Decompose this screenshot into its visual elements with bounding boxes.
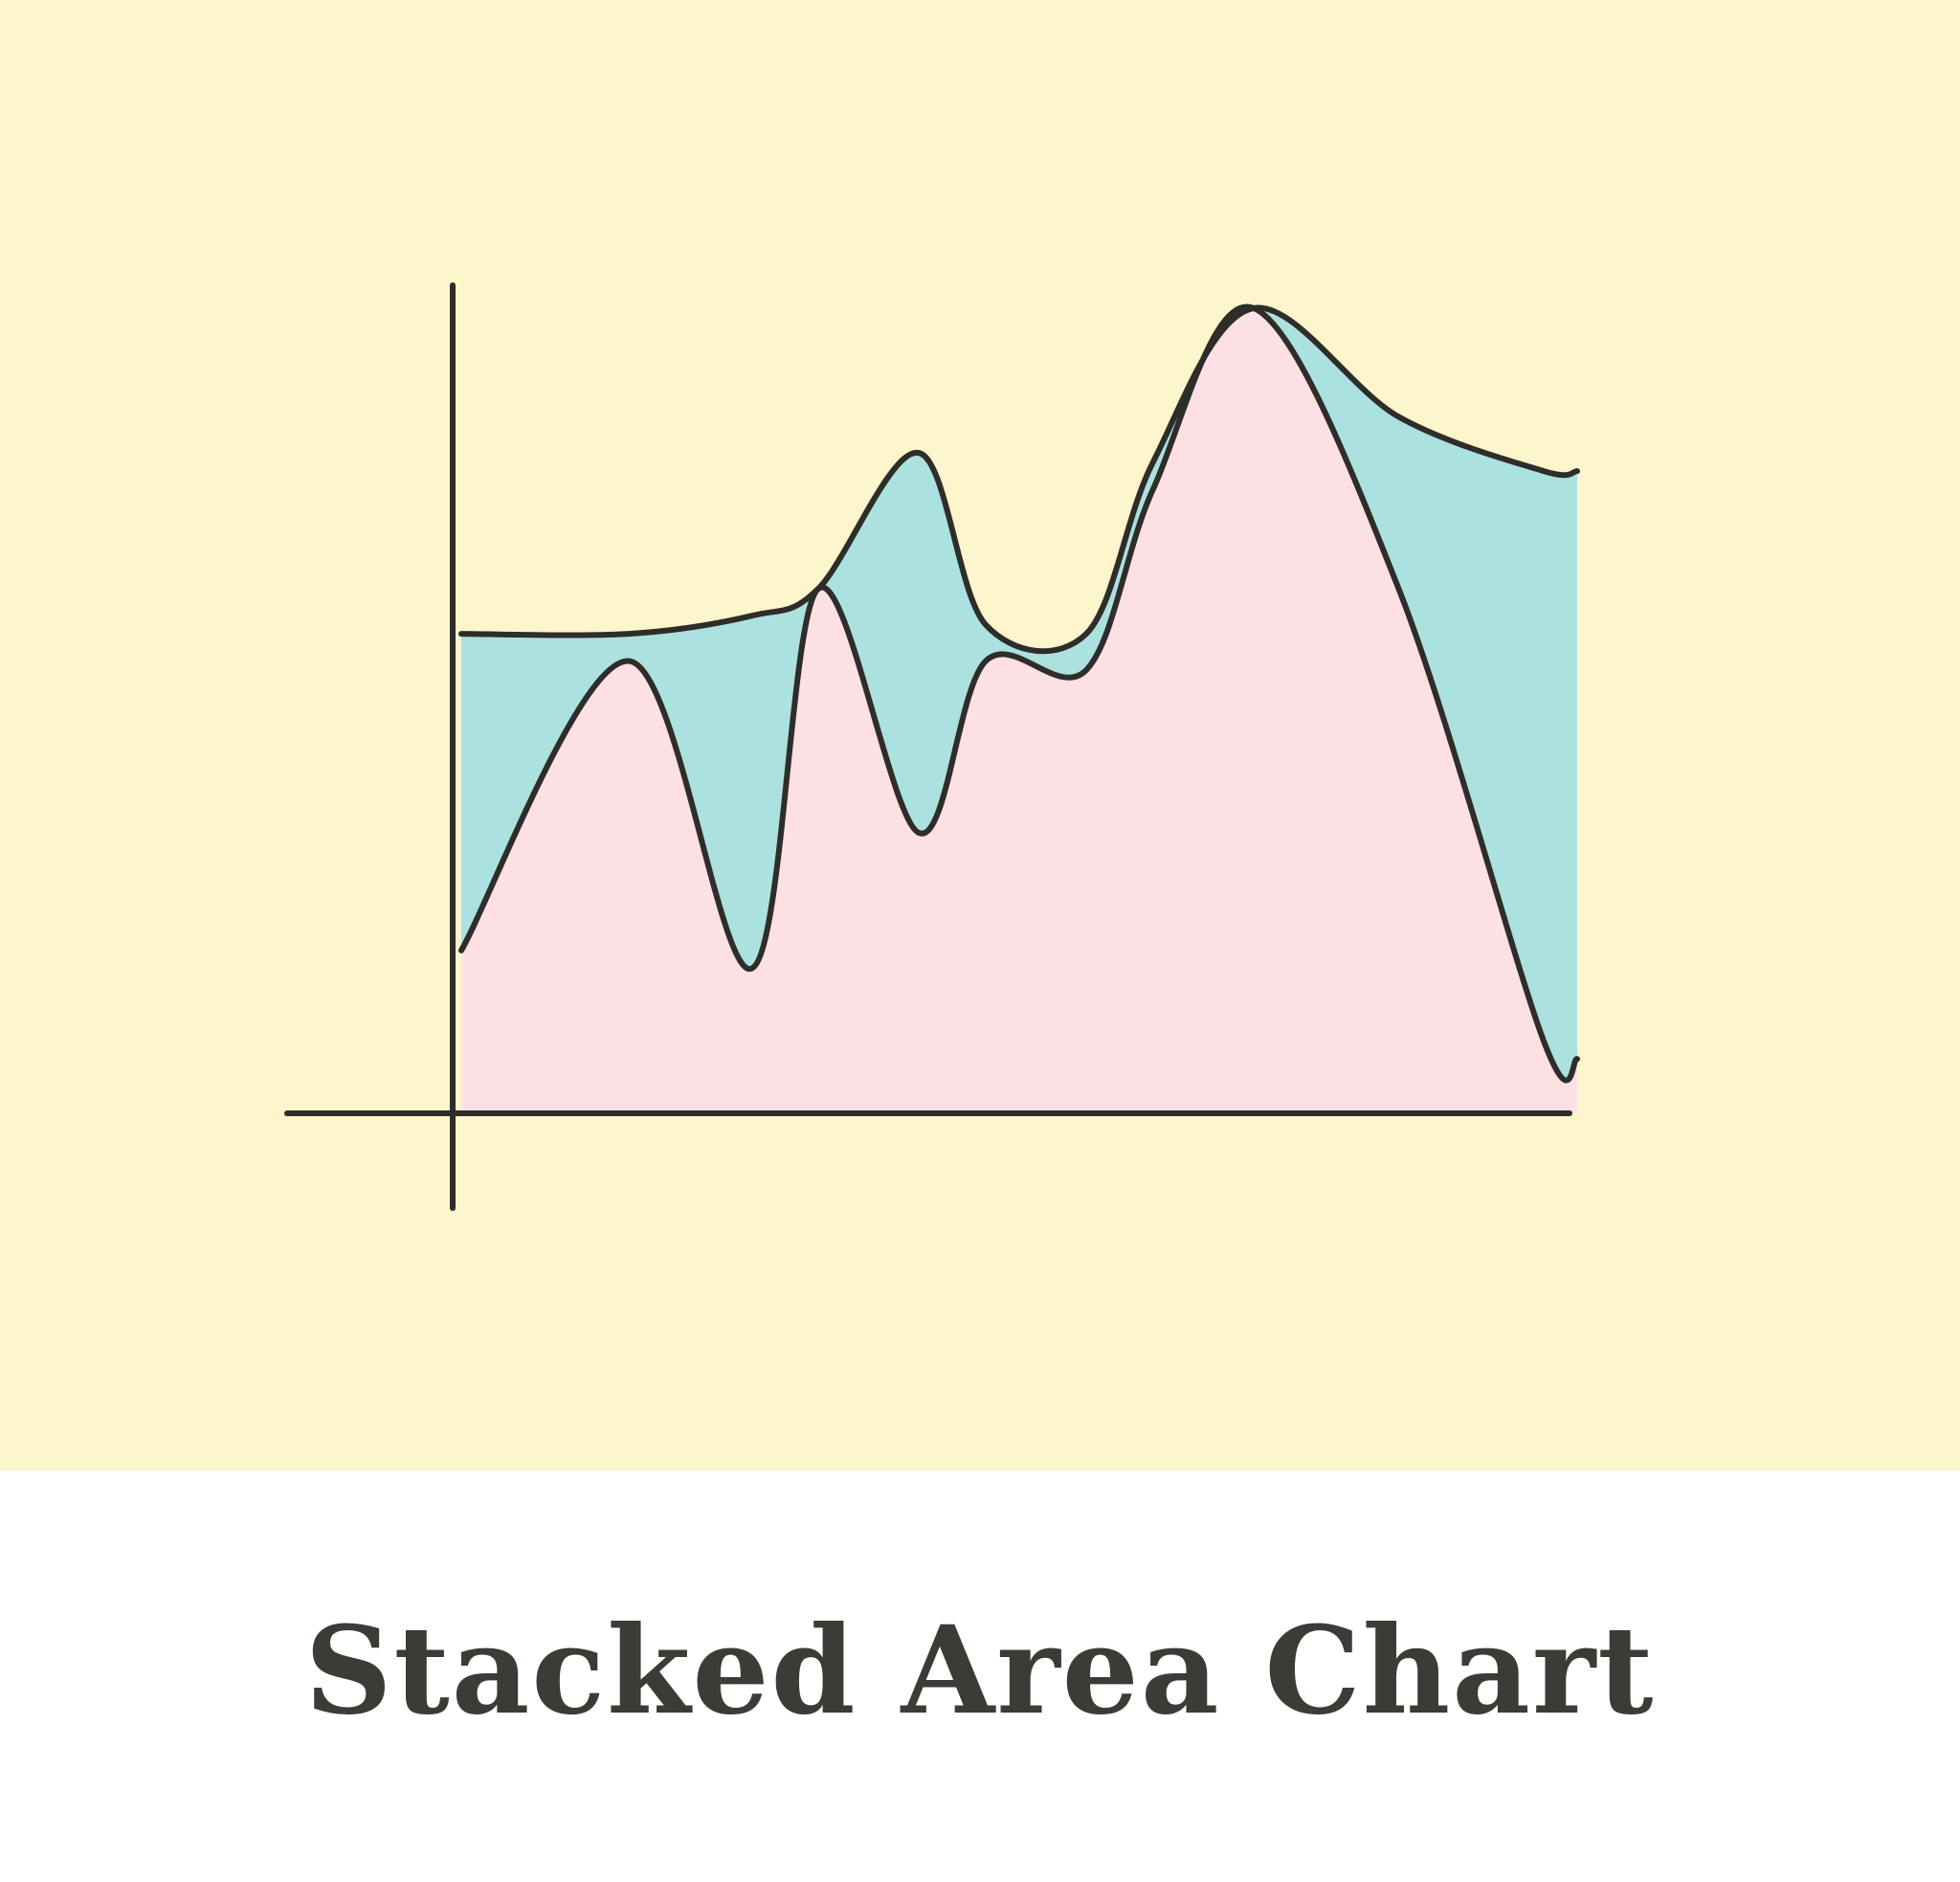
chart-panel	[0, 0, 1960, 1470]
series-line-1	[458, 303, 1580, 1084]
caption-area: Stacked Area Chart	[0, 1470, 1960, 1882]
area-series-2	[461, 306, 1577, 1081]
chart-caption-title: Stacked Area Chart	[304, 1600, 1656, 1741]
series-line-2	[458, 304, 1580, 655]
lines-layer	[458, 303, 1580, 1084]
areas-layer	[461, 306, 1577, 1113]
area-series-1	[461, 306, 1577, 1113]
stacked-area-chart	[0, 0, 1960, 1470]
